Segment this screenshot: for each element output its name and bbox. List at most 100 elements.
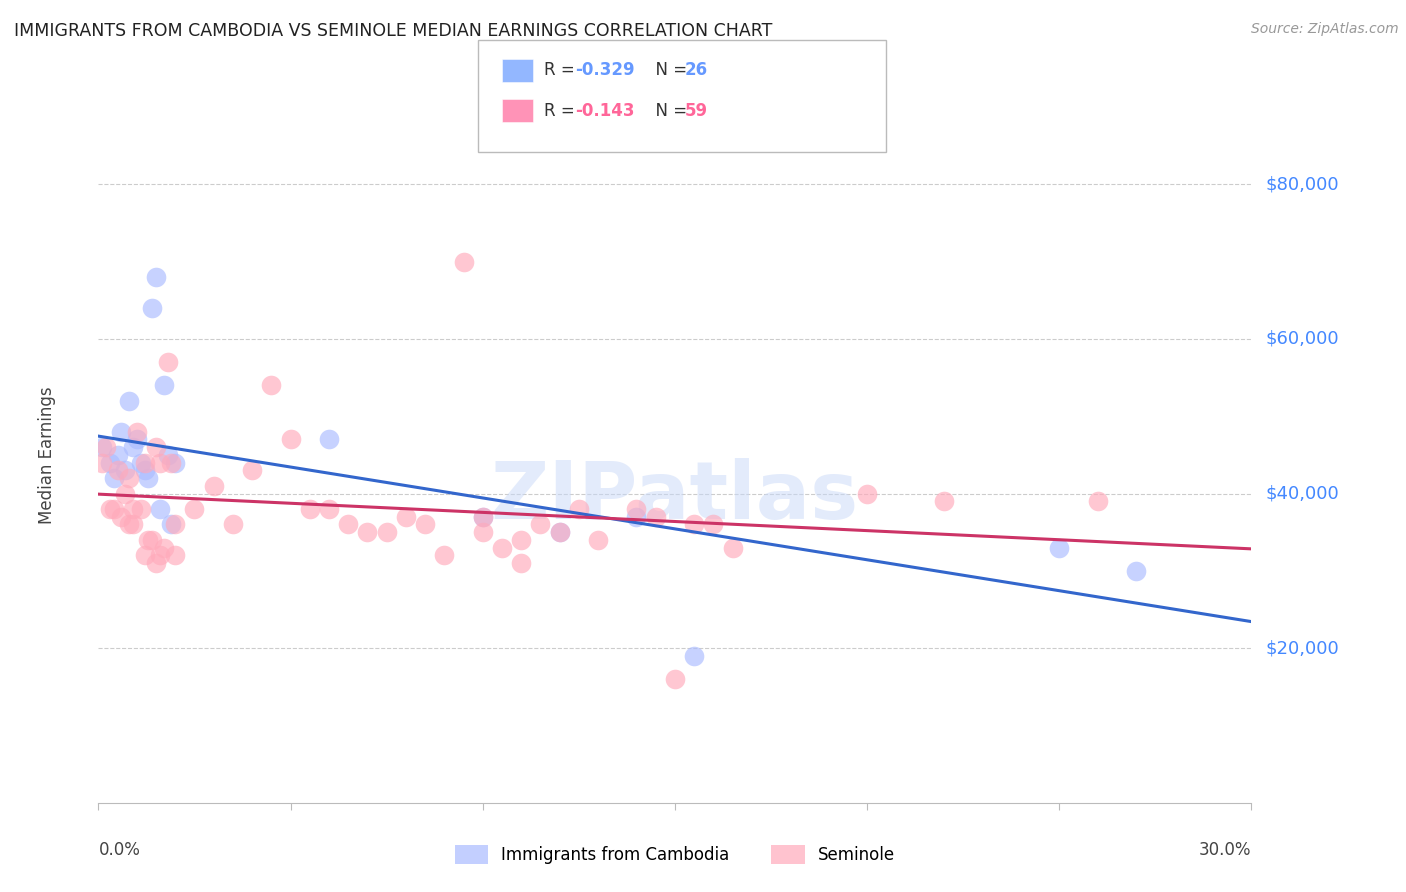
Text: ZIPatlas: ZIPatlas [491,458,859,536]
Point [114,463,136,477]
Legend: Immigrants from Cambodia, Seminole: Immigrants from Cambodia, Seminole [449,838,901,871]
Point [337,517,360,532]
Point [664,672,686,686]
Point [107,448,129,462]
Point [122,517,145,532]
Point [134,549,156,563]
Point [152,541,174,555]
Point [222,517,245,532]
Point [702,517,724,532]
Text: 26: 26 [685,62,707,79]
Text: $20,000: $20,000 [1265,640,1339,657]
Point [413,517,436,532]
Point [644,509,666,524]
Point [683,517,706,532]
Point [125,433,148,447]
Point [202,479,225,493]
Point [510,533,533,547]
Point [94,440,117,454]
Point [156,355,179,369]
Point [141,533,163,547]
Point [118,517,141,532]
Text: 59: 59 [685,102,707,120]
Point [433,549,456,563]
Point [98,456,121,470]
Point [156,448,179,462]
Point [149,502,172,516]
Point [356,525,378,540]
Point [98,502,121,516]
Text: R =: R = [544,62,581,79]
Point [510,556,533,570]
Text: $60,000: $60,000 [1265,330,1339,348]
Point [471,509,494,524]
Point [122,440,145,454]
Point [152,378,174,392]
Text: -0.143: -0.143 [575,102,634,120]
Point [548,525,571,540]
Point [107,463,129,477]
Text: R =: R = [544,102,581,120]
Point [491,541,513,555]
Point [103,471,125,485]
Point [118,471,141,485]
Point [149,549,172,563]
Point [932,494,955,508]
Point [160,517,183,532]
Point [129,502,152,516]
Point [318,433,340,447]
Point [160,456,183,470]
Point [145,440,167,454]
Point [453,254,475,268]
Point [395,509,418,524]
Text: IMMIGRANTS FROM CAMBODIA VS SEMINOLE MEDIAN EARNINGS CORRELATION CHART: IMMIGRANTS FROM CAMBODIA VS SEMINOLE MED… [14,22,772,40]
Point [280,433,302,447]
Point [134,456,156,470]
Text: 0.0%: 0.0% [98,841,141,859]
Point [91,440,114,454]
Point [626,502,648,516]
Point [110,425,132,439]
Point [375,525,398,540]
Point [129,456,152,470]
Point [260,378,283,392]
Text: N =: N = [645,62,693,79]
Point [138,533,160,547]
Point [586,533,609,547]
Point [240,463,263,477]
Text: -0.329: -0.329 [575,62,634,79]
Point [145,270,167,285]
Point [298,502,321,516]
Point [683,648,706,663]
Text: $40,000: $40,000 [1265,484,1339,502]
Point [471,525,494,540]
Point [856,486,879,500]
Point [471,509,494,524]
Point [91,456,114,470]
Point [125,425,148,439]
Text: Median Earnings: Median Earnings [38,386,56,524]
Point [1125,564,1147,578]
Point [1087,494,1109,508]
Text: 30.0%: 30.0% [1199,841,1251,859]
Text: N =: N = [645,102,693,120]
Point [183,502,205,516]
Point [721,541,744,555]
Point [122,502,145,516]
Point [114,486,136,500]
Point [110,509,132,524]
Text: Source: ZipAtlas.com: Source: ZipAtlas.com [1251,22,1399,37]
Point [165,456,187,470]
Point [318,502,340,516]
Point [149,456,172,470]
Point [145,556,167,570]
Point [1047,541,1070,555]
Point [138,471,160,485]
Point [118,393,141,408]
Point [103,502,125,516]
Point [548,525,571,540]
Point [141,301,163,315]
Point [165,517,187,532]
Point [165,549,187,563]
Point [529,517,551,532]
